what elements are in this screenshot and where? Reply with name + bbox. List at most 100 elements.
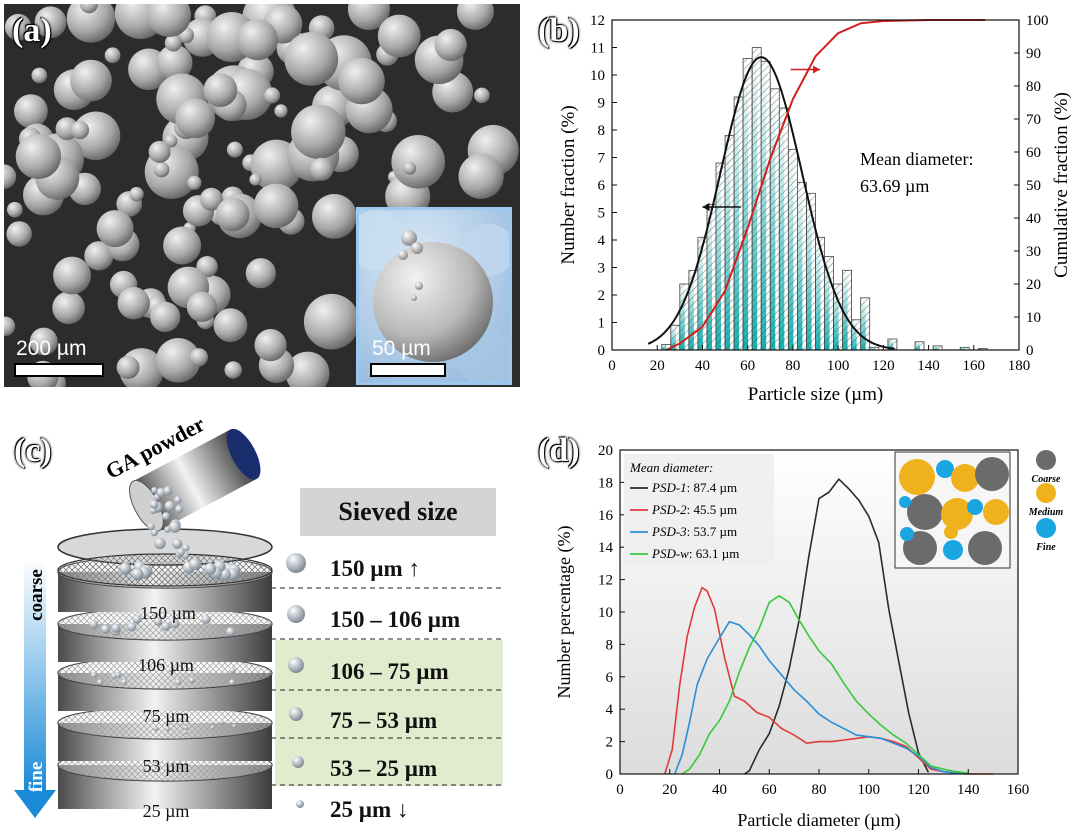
series-line-psd-2 xyxy=(664,586,994,775)
sem-particle xyxy=(4,164,17,189)
mesh-label-75: 75 µm xyxy=(142,706,190,726)
size-range-3: 75 – 53 µm xyxy=(330,708,438,733)
sem-particle xyxy=(391,135,446,189)
scale-label-main: 200 µm xyxy=(16,337,87,360)
series-line-psd-1 xyxy=(743,478,930,775)
y2-tick-label: 60 xyxy=(1026,145,1041,161)
histogram-bar-outline xyxy=(860,297,871,351)
legend-label-medium: Medium xyxy=(1028,507,1064,518)
mean-annotation-line2: 63.69 µm xyxy=(860,176,929,196)
sem-particle xyxy=(403,161,417,175)
powder-particle xyxy=(121,679,128,686)
histogram-bar-outline xyxy=(688,269,699,351)
sem-particle xyxy=(264,87,281,104)
powder-particle xyxy=(97,720,102,725)
sem-particle xyxy=(215,197,250,232)
legend-entry: PSD-3: 53.7 µm xyxy=(651,524,737,539)
sem-particle xyxy=(4,316,16,336)
psd-line-chart: 0 20 40 60 80 100 120 140 160 0 2 4 6 8 10 12 14 16 18 20 Pa… xyxy=(554,443,1064,831)
size-marker-ball xyxy=(289,707,303,721)
sem-particle xyxy=(34,6,67,39)
y2-tick-label: 50 xyxy=(1026,178,1041,194)
y-tick-label: 9 xyxy=(598,96,606,112)
sem-particle xyxy=(104,47,121,64)
x-tick-label: 0 xyxy=(608,358,616,374)
y-tick-label: 16 xyxy=(598,508,614,524)
canister-body xyxy=(133,429,257,531)
powder-particle xyxy=(132,614,142,624)
y-tick-label: 6 xyxy=(598,178,606,194)
falling-particle xyxy=(182,544,190,552)
y-tick-label: 0 xyxy=(598,343,606,359)
sem-particle xyxy=(253,183,299,229)
powder-particle xyxy=(183,725,188,730)
y2-tick-label: 30 xyxy=(1026,244,1041,260)
sem-particle xyxy=(84,241,114,271)
sem-particle xyxy=(245,258,276,289)
sem-particle xyxy=(153,161,170,178)
y2-tick-label: 80 xyxy=(1026,79,1041,95)
y-axis-label: Number fraction (%) xyxy=(558,105,579,264)
size-marker-ball xyxy=(286,553,306,573)
y-tick-label: 2 xyxy=(606,735,614,751)
histogram-bar-outline xyxy=(697,236,708,351)
sem-particle xyxy=(474,87,490,104)
sem-particle xyxy=(175,98,216,139)
powder-particle xyxy=(90,671,97,678)
powder-particle xyxy=(168,666,175,673)
packing-ball-coarse xyxy=(907,494,943,530)
powder-particle xyxy=(153,616,163,626)
falling-particle xyxy=(176,548,185,557)
legend-ball-coarse xyxy=(1036,450,1056,470)
powder-particle xyxy=(161,621,171,631)
histogram-bar-outline xyxy=(815,236,825,351)
sem-particle xyxy=(285,351,330,387)
panel-letter-b: (b) xyxy=(538,12,580,49)
falling-particle xyxy=(164,526,171,533)
gaussian-fit-line xyxy=(647,56,895,350)
sem-particle xyxy=(303,293,360,350)
sem-particle xyxy=(52,291,85,325)
size-range-2: 106 – 75 µm xyxy=(330,659,449,684)
powder-particle xyxy=(183,730,188,735)
packing-ball-medium xyxy=(983,499,1009,525)
powder-particle xyxy=(97,679,104,686)
y2-tick-label: 10 xyxy=(1026,310,1041,326)
x-axis-label: Particle size (µm) xyxy=(748,384,883,405)
y-tick-label: 8 xyxy=(606,637,614,653)
sem-particle xyxy=(224,361,242,379)
powder-particle xyxy=(111,623,121,633)
x-tick-label: 80 xyxy=(785,358,800,374)
falling-particle xyxy=(172,538,183,549)
sem-particle xyxy=(164,134,178,148)
packing-ball-fine xyxy=(943,540,963,560)
histogram-bar-outline xyxy=(824,256,834,351)
sem-particle xyxy=(187,175,202,190)
sem-particle xyxy=(53,256,91,295)
powder-particle xyxy=(175,679,182,686)
falling-particle xyxy=(147,522,155,531)
size-range-1: 150 – 106 µm xyxy=(330,607,461,632)
y-tick-label: 10 xyxy=(590,68,605,84)
y-tick-label: 2 xyxy=(598,288,606,304)
sem-particle xyxy=(203,73,238,107)
legend-ball-fine xyxy=(1036,518,1056,538)
powder-particle xyxy=(101,624,111,634)
mean-annotation-line1: Mean diameter: xyxy=(860,149,973,169)
sem-particle xyxy=(31,67,48,84)
sem-particle xyxy=(116,355,140,379)
powder-particle xyxy=(220,720,225,725)
powder-particle xyxy=(210,725,215,730)
powder-particle xyxy=(229,667,236,674)
y-tick-label: 1 xyxy=(598,316,606,332)
powder-particle xyxy=(232,723,237,728)
falling-particle xyxy=(149,500,159,509)
x-tick-label: 160 xyxy=(963,358,986,374)
y-tick-label: 14 xyxy=(598,540,614,556)
y-tick-label: 3 xyxy=(598,261,606,277)
powder-particle xyxy=(119,562,132,575)
sem-particle xyxy=(237,19,278,61)
y-tick-label: 18 xyxy=(598,475,613,491)
highlight-band xyxy=(275,640,503,786)
sem-particle xyxy=(284,32,339,86)
